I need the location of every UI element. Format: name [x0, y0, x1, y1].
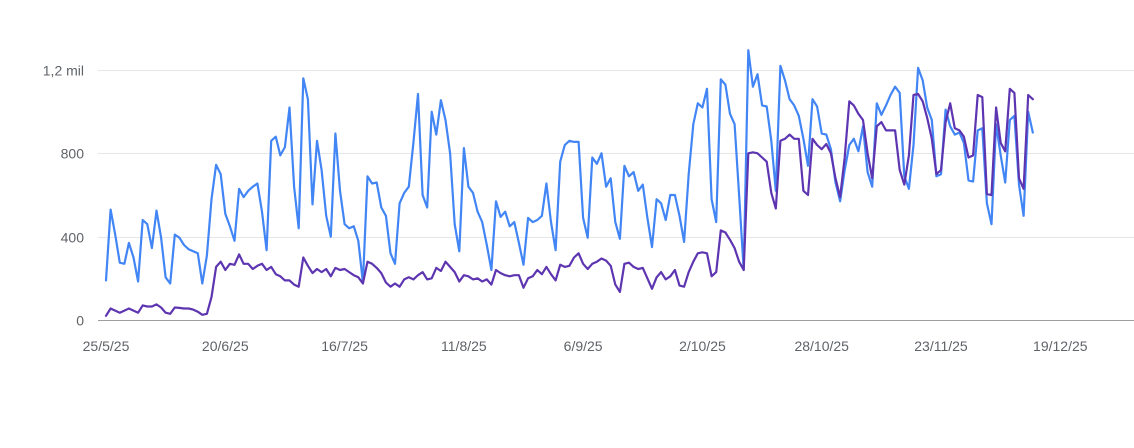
x-tick-label: 11/8/25 — [441, 338, 487, 354]
x-tick-label: 16/7/25 — [321, 338, 368, 354]
x-tick-label: 2/10/25 — [679, 338, 726, 354]
y-tick-label: 1,2 mil — [43, 63, 84, 79]
y-tick-label: 800 — [61, 146, 85, 162]
series-line-1 — [104, 49, 1034, 285]
y-tick-label: 0 — [76, 313, 84, 329]
x-tick-label: 25/5/25 — [83, 338, 130, 354]
x-tick-label: 20/6/25 — [202, 338, 249, 354]
y-tick-label: 400 — [61, 230, 85, 246]
x-tick-label: 19/12/25 — [1033, 338, 1088, 354]
y-axis: 0 400 800 1,2 mil — [43, 63, 84, 329]
x-tick-label: 28/10/25 — [794, 338, 849, 354]
series-layer — [104, 49, 1034, 317]
series-line-2 — [104, 87, 1034, 317]
x-tick-label: 23/11/25 — [914, 338, 968, 354]
x-tick-label: 6/9/25 — [564, 338, 603, 354]
x-axis: 25/5/25 20/6/25 16/7/25 11/8/25 6/9/25 2/10/2… — [83, 338, 1088, 354]
